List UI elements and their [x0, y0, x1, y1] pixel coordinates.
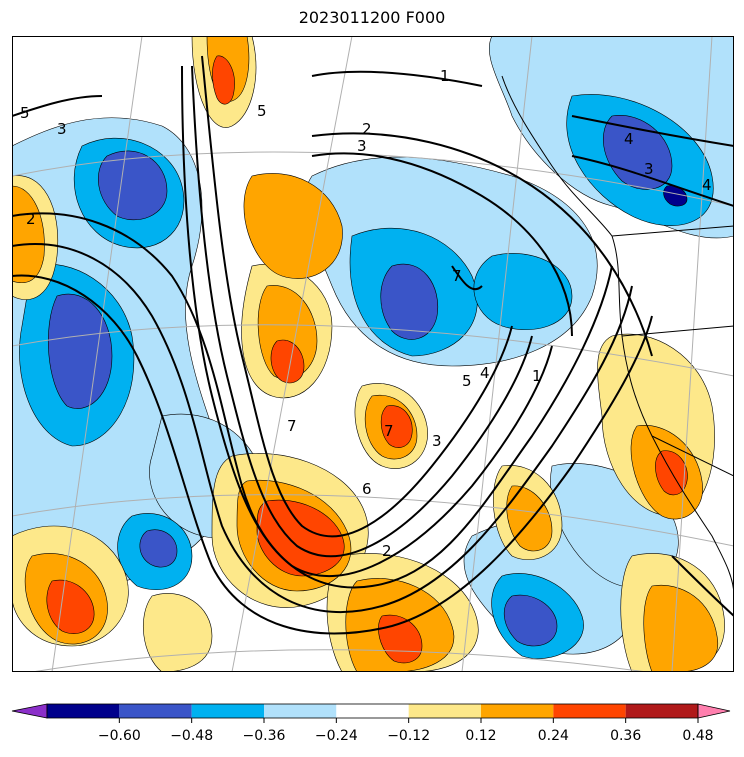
- map-frame: [12, 36, 734, 672]
- positive-region-strong: [380, 405, 413, 448]
- colorbar-box: [264, 704, 337, 718]
- chart-title: 2023011200 F000: [298, 8, 446, 27]
- colorbar-tick-label: 0.24: [538, 728, 569, 744]
- colorbar-box: [336, 704, 409, 718]
- positive-region-strong: [270, 339, 305, 384]
- contour-label: 1: [532, 367, 542, 385]
- contour-label: 3: [357, 137, 367, 155]
- colorbar-tick-label: −0.48: [170, 728, 213, 744]
- positive-region-strong: [46, 579, 95, 634]
- colorbar-box: [47, 704, 120, 718]
- contour-label: 5: [257, 102, 267, 120]
- contour-label: 2: [26, 210, 36, 228]
- contour-label: 4: [702, 176, 712, 194]
- contour-label: 5: [20, 104, 30, 122]
- negative-region-strong: [380, 263, 439, 340]
- positive-region-light: [142, 593, 213, 672]
- colorbar-tick-label: −0.60: [98, 728, 141, 744]
- negative-region-strong: [603, 115, 673, 190]
- contour-label: 6: [362, 480, 372, 498]
- colorbar-tick-label: −0.36: [243, 728, 286, 744]
- colorbar-box: [119, 704, 192, 718]
- colorbar: −0.60 −0.48 −0.36 −0.24 −0.12 0.12 0.24 0.36 0.4…: [11, 703, 731, 744]
- contour-label: 7: [384, 422, 394, 440]
- colorbar-tick-label: 0.36: [610, 728, 641, 744]
- contour-label: 1: [440, 67, 450, 85]
- contour-label: 4: [480, 364, 490, 382]
- positive-region-mid: [243, 173, 343, 279]
- contour-label: 4: [624, 130, 634, 148]
- negative-region-mid: [473, 253, 573, 331]
- contour-label: 3: [57, 120, 67, 138]
- colorbar-extend-max: [697, 703, 731, 719]
- contour-label: 5: [462, 372, 472, 390]
- colorbar-tick-label: −0.24: [315, 728, 358, 744]
- map-panel: 1 1 2 2 3 3 3 3 4 4 4 5 5 5 6 7 7 7 2: [12, 36, 734, 672]
- colorbar-box: [408, 704, 481, 718]
- colorbar-box: [553, 704, 626, 718]
- coastline: [501, 75, 734, 597]
- colorbar-frame: [46, 703, 699, 719]
- contour-label: 7: [452, 267, 462, 285]
- contour-label: 3: [432, 432, 442, 450]
- contour-labels: 1 1 2 2 3 3 3 3 4 4 4 5 5 5 6 7 7 7 2: [20, 67, 712, 560]
- contour-label: 2: [362, 120, 372, 138]
- height-contours: [12, 55, 734, 635]
- colorbar-box: [481, 704, 554, 718]
- positive-region-mid: [12, 185, 45, 284]
- colorbar-tick-label: 0.48: [682, 728, 713, 744]
- negative-region-strong: [98, 150, 168, 221]
- negative-region-strong: [48, 293, 113, 409]
- shaded-field: [12, 36, 734, 672]
- positive-region-strong: [212, 55, 235, 105]
- colorbar-tick-label: 0.12: [465, 728, 496, 744]
- colorbar-extend-min: [11, 703, 48, 719]
- negative-region-strong: [139, 529, 178, 568]
- positive-region-mid: [643, 584, 719, 672]
- colorbar-box: [191, 704, 264, 718]
- contour-label: 3: [644, 160, 654, 178]
- contour-label: 7: [287, 417, 297, 435]
- colorbar-boxes: [11, 703, 731, 719]
- negative-region-strong: [504, 594, 558, 647]
- colorbar-box: [625, 704, 698, 718]
- colorbar-ticks: −0.60 −0.48 −0.36 −0.24 −0.12 0.12 0.24 0.36 0.4…: [98, 718, 714, 744]
- contour-label: 2: [382, 542, 392, 560]
- colorbar-tick-label: −0.12: [387, 728, 430, 744]
